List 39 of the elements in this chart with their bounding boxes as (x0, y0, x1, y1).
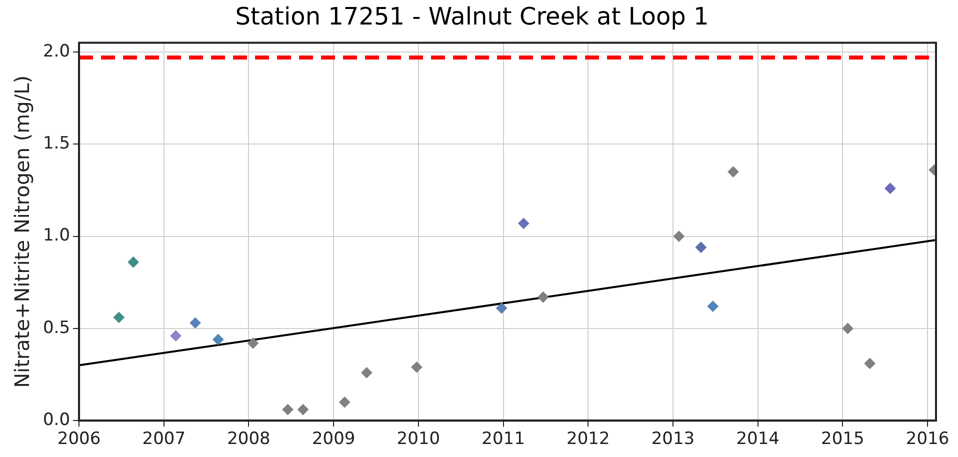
y-axis-title: Nitrate+Nitrite Nitrogen (mg/L) (10, 75, 34, 388)
x-tick-label: 2010 (396, 429, 440, 450)
x-tick-label: 2011 (482, 429, 525, 450)
point (411, 362, 422, 373)
point (518, 218, 530, 229)
point (842, 322, 854, 334)
x-tick-label: 2013 (651, 429, 695, 450)
point (884, 182, 896, 194)
chart-title: Station 17251 - Walnut Creek at Loop 1 (235, 2, 709, 31)
point (673, 230, 684, 242)
point (282, 404, 294, 416)
point (190, 317, 201, 328)
y-tick-label: 0.0 (42, 410, 70, 430)
x-tick-label: 2009 (312, 429, 356, 450)
point (128, 256, 139, 268)
point (298, 404, 309, 416)
x-tick-label: 2008 (227, 429, 270, 450)
point (247, 338, 258, 349)
x-tick-label: 2016 (906, 429, 950, 450)
point (538, 292, 549, 303)
point (170, 330, 182, 342)
point (212, 334, 224, 346)
x-tick-label: 2012 (566, 429, 610, 450)
point (113, 312, 124, 323)
y-tick-label: 2.0 (42, 41, 70, 62)
point (496, 302, 508, 314)
y-tick-label: 1.0 (42, 226, 70, 246)
point (707, 300, 718, 312)
point (339, 396, 350, 408)
x-tick-label: 2015 (821, 429, 864, 450)
x-tick-label: 2014 (736, 429, 780, 450)
x-tick-label: 2007 (142, 429, 186, 450)
point (361, 367, 372, 378)
point (864, 358, 876, 369)
point (695, 242, 706, 253)
point (728, 166, 739, 178)
y-tick-label: 1.5 (42, 134, 70, 154)
y-tick-label: 0.5 (42, 318, 70, 338)
x-tick-label: 2006 (57, 429, 101, 450)
